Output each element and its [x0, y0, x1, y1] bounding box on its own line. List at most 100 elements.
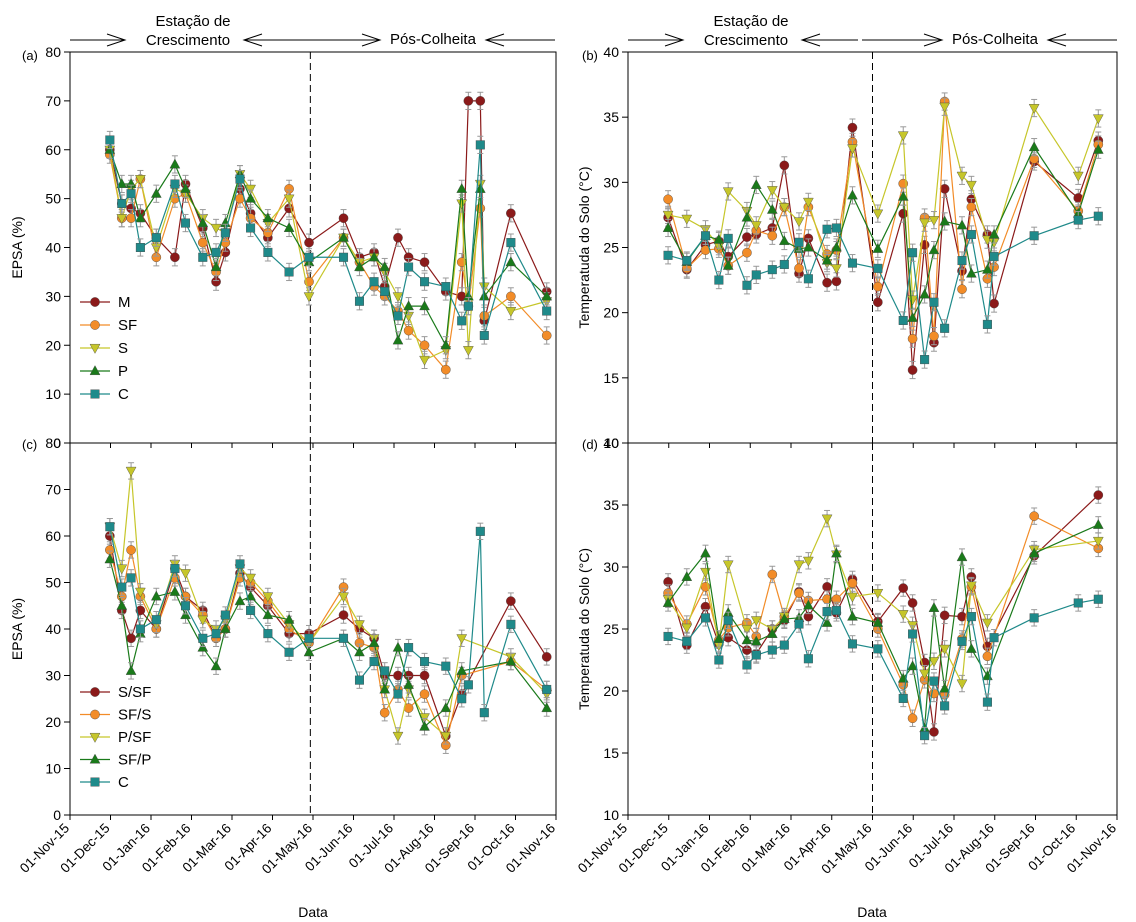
data-point [303, 646, 315, 657]
legend-marker [90, 709, 100, 720]
data-point [457, 694, 467, 704]
post-harvest-arrow-left-head [1046, 33, 1067, 47]
data-point [873, 281, 883, 292]
data-point [475, 203, 486, 214]
data-point [368, 251, 380, 262]
series-C [663, 590, 1103, 745]
data-point [803, 241, 814, 252]
data-point [1028, 104, 1040, 114]
x-axis-label: Data [298, 904, 328, 920]
data-point [181, 218, 191, 228]
data-point [220, 610, 230, 620]
data-point [379, 261, 391, 272]
data-point [831, 264, 842, 275]
y-tick-label: 50 [45, 575, 61, 591]
data-point [966, 229, 976, 239]
legend-label: SF [118, 317, 137, 334]
data-point [742, 232, 752, 242]
data-point [210, 261, 222, 272]
data-point [700, 547, 711, 558]
series-P/SF [104, 462, 553, 745]
data-point [169, 585, 181, 596]
data-point [700, 231, 710, 241]
chart-panel-1: (b) 10 15 20 25 30 35 40 Temperatuda do Solo (°C… [576, 44, 1118, 451]
data-point [1092, 536, 1104, 547]
y-tick-label: 40 [45, 621, 61, 637]
data-point [542, 684, 552, 694]
legend-marker [89, 753, 101, 764]
data-point [822, 224, 832, 234]
data-point [135, 624, 145, 634]
data-point [463, 680, 473, 690]
data-point [847, 610, 858, 621]
data-point [246, 605, 256, 615]
data-point [713, 633, 725, 643]
data-point [169, 158, 181, 169]
data-point [988, 228, 1000, 239]
data-point [831, 223, 841, 233]
data-point [803, 197, 814, 208]
y-tick-label: 20 [603, 305, 619, 321]
data-point [262, 609, 274, 620]
data-point [475, 526, 485, 536]
data-point [150, 187, 162, 198]
legend-marker [90, 320, 100, 330]
growth-season-label-1: Estação de [155, 13, 230, 30]
data-point [151, 615, 161, 625]
growth-arrow-right-head [664, 33, 685, 47]
series-line [667, 101, 1099, 339]
data-point [907, 598, 918, 608]
data-point [908, 629, 918, 639]
data-point [135, 212, 146, 223]
data-point [751, 270, 761, 280]
data-point [338, 610, 349, 620]
data-point [1092, 519, 1104, 529]
data-point [1028, 141, 1040, 152]
data-point [456, 665, 468, 675]
data-point [463, 346, 474, 356]
data-point [662, 222, 674, 232]
data-point [339, 633, 349, 643]
data-point [929, 727, 939, 737]
data-point [982, 618, 993, 629]
data-point [126, 633, 136, 644]
post-harvest-label: Pós-Colheita [952, 31, 1039, 48]
data-point [235, 174, 245, 184]
growth-season-label-2: Crescimento [146, 32, 230, 49]
data-point [939, 102, 950, 113]
data-point [778, 613, 790, 624]
data-point [1092, 114, 1104, 125]
data-point [1029, 231, 1039, 241]
series-P/SF [662, 509, 1104, 693]
data-point [198, 252, 208, 262]
data-point [741, 625, 753, 635]
legend: M SF SPC [80, 294, 137, 403]
legend-label: SF/P [118, 752, 151, 769]
data-point [392, 334, 404, 345]
y-tick-label: 20 [45, 337, 61, 353]
data-point [794, 619, 804, 629]
data-point [939, 682, 950, 693]
data-point [741, 211, 753, 222]
legend-label: P/SF [118, 729, 151, 746]
data-point [794, 588, 804, 598]
data-point [283, 222, 295, 232]
data-point [284, 267, 294, 277]
legend-marker [90, 687, 100, 697]
data-point [506, 596, 516, 606]
data-point [742, 280, 752, 290]
data-point [126, 189, 136, 199]
data-point [283, 194, 295, 205]
y-tick-label: 15 [603, 745, 619, 761]
data-point [723, 615, 733, 625]
data-point [663, 631, 673, 641]
data-point [940, 701, 950, 711]
data-point [681, 571, 693, 581]
y-tick-label: 0 [53, 435, 61, 451]
series-C [105, 518, 552, 722]
data-point [117, 582, 127, 592]
y-tick-label: 40 [45, 240, 61, 256]
y-tick-label: 0 [53, 807, 61, 823]
data-point [506, 238, 516, 248]
